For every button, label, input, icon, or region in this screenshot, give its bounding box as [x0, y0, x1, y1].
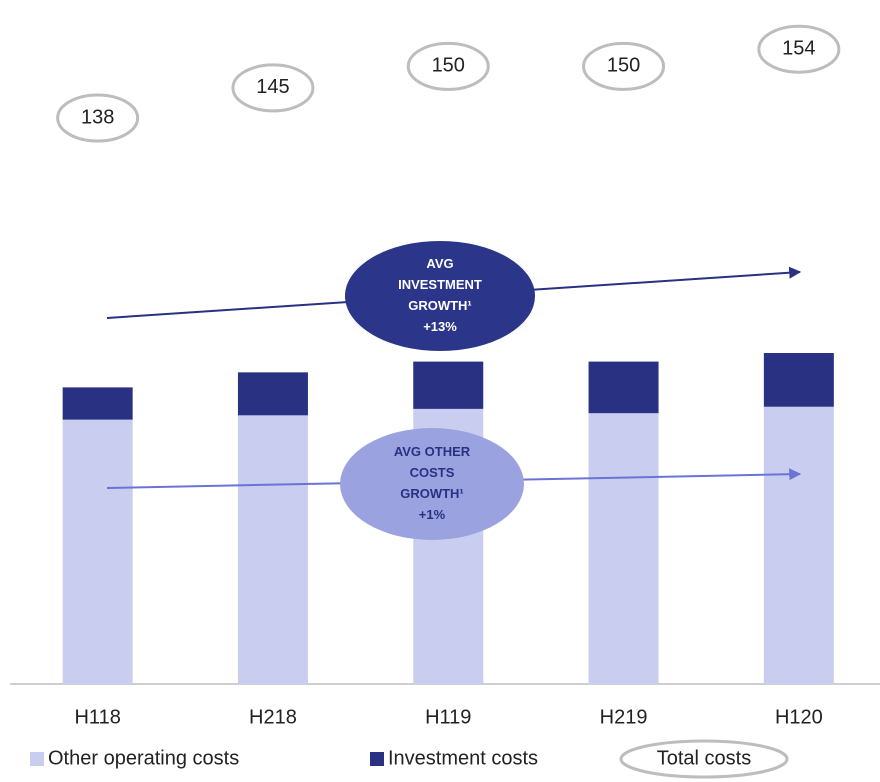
- annotation-text: +13%: [423, 319, 457, 334]
- x-tick-label: H219: [600, 706, 648, 728]
- legend-oval: [619, 739, 789, 779]
- annotation-text: +1%: [419, 507, 446, 522]
- total-label: 145: [256, 76, 289, 98]
- x-tick-label: H120: [775, 706, 823, 728]
- bar-segment: [588, 413, 659, 684]
- total-oval: [582, 41, 666, 91]
- bar-segment: [237, 372, 308, 416]
- total-oval: [757, 24, 841, 74]
- legend-swatch: [30, 752, 44, 766]
- bar-segment: [588, 361, 659, 414]
- total-label: 150: [432, 55, 465, 77]
- x-tick-label: H218: [249, 706, 297, 728]
- bar-segment: [62, 387, 133, 420]
- bar-segment: [763, 406, 834, 684]
- annotation-text: AVG: [426, 256, 453, 271]
- annotation-text: INVESTMENT: [398, 277, 482, 292]
- total-label: 154: [782, 37, 815, 59]
- annotation-text: AVG OTHER: [394, 444, 471, 459]
- bar-segment: [413, 361, 484, 409]
- annotation-text: GROWTH¹: [408, 298, 472, 313]
- annotation-text: GROWTH¹: [400, 486, 464, 501]
- legend-swatch: [370, 752, 384, 766]
- total-oval: [56, 93, 140, 143]
- x-tick-label: H118: [74, 706, 120, 728]
- legend-label: Investment costs: [388, 747, 538, 769]
- annotation-oval: [345, 241, 535, 351]
- legend-label: Other operating costs: [48, 747, 239, 769]
- total-oval: [406, 41, 490, 91]
- legend-label: Total costs: [657, 747, 751, 769]
- x-tick-label: H119: [425, 706, 471, 728]
- bar-segment: [237, 415, 308, 684]
- annotation-oval: [340, 428, 524, 540]
- bar-segment: [62, 419, 133, 684]
- bar-segment: [763, 353, 834, 407]
- total-oval: [231, 63, 315, 113]
- annotation-text: COSTS: [410, 465, 455, 480]
- total-label: 138: [81, 106, 114, 128]
- total-label: 150: [607, 55, 640, 77]
